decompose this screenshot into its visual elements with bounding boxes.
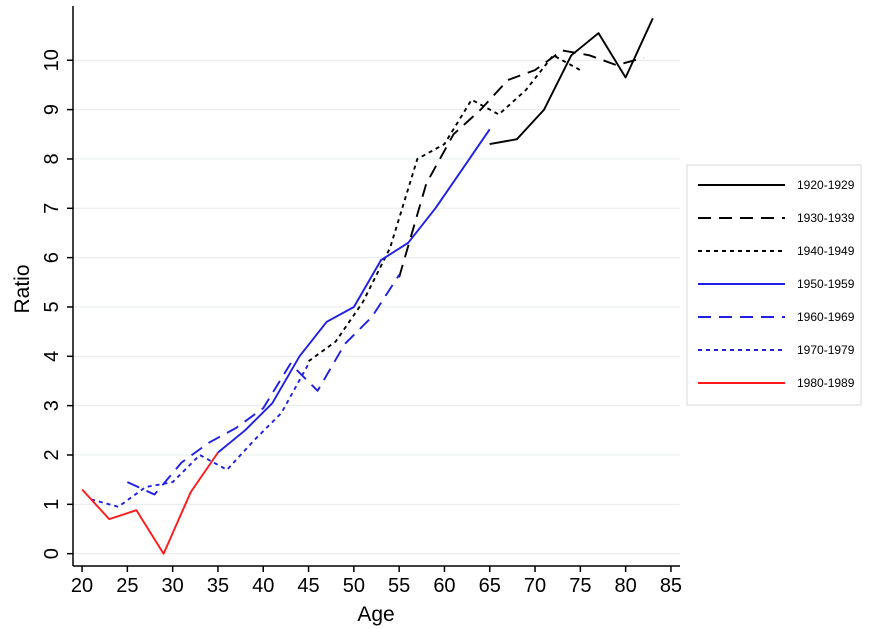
x-tick-label: 25 [116, 575, 138, 597]
x-tick-label: 60 [433, 575, 455, 597]
series-line-1930-1939 [398, 49, 645, 278]
legend-label: 1950-1959 [797, 277, 855, 291]
x-tick-label: 55 [388, 575, 410, 597]
y-tick-label: 2 [41, 449, 63, 460]
legend-label: 1980-1989 [797, 376, 855, 390]
legend-label: 1970-1979 [797, 343, 855, 357]
y-tick-label: 4 [41, 351, 63, 362]
y-axis-title: Ratio [11, 264, 34, 313]
x-tick-label: 30 [162, 575, 184, 597]
y-tick-label: 6 [41, 252, 63, 263]
series-line-1920-1929 [489, 17, 654, 146]
y-tick-label: 5 [41, 301, 63, 312]
legend: 1920-1929 1930-1939 1940-1949 1950-1959 1960… [686, 164, 862, 406]
series-line-1960-1969 [127, 274, 400, 496]
series-line-1970-1979 [90, 363, 310, 508]
y-tick-label: 7 [41, 203, 63, 214]
series-line-1980-1989 [81, 451, 219, 555]
y-tick-label: 0 [41, 548, 63, 559]
x-tick-label: 70 [524, 575, 546, 597]
series-line-1940-1949 [308, 54, 581, 362]
grid-layer [73, 59, 680, 555]
x-tick-label: 45 [297, 575, 319, 597]
legend-label: 1960-1969 [797, 310, 855, 324]
x-tick-label: 65 [479, 575, 501, 597]
x-tick-label: 40 [252, 575, 274, 597]
x-tick-label: 20 [71, 575, 93, 597]
legend-label: 1920-1929 [797, 178, 855, 192]
x-tick-label: 35 [207, 575, 229, 597]
y-tick-label: 8 [41, 153, 63, 164]
x-tick-label: 80 [615, 575, 637, 597]
x-tick-label: 50 [343, 575, 365, 597]
x-tick-label: 85 [660, 575, 682, 597]
legend-label: 1930-1939 [797, 211, 855, 225]
legend-label: 1940-1949 [797, 244, 855, 258]
series-line-1950-1959 [217, 128, 491, 454]
y-tick-label: 1 [41, 499, 63, 510]
x-tick-label: 75 [569, 575, 591, 597]
x-axis-title: Age [357, 603, 394, 626]
y-tick-label: 10 [41, 49, 63, 71]
y-tick-label: 9 [41, 104, 63, 115]
series-layer [81, 17, 654, 555]
y-tick-label: 3 [41, 400, 63, 411]
